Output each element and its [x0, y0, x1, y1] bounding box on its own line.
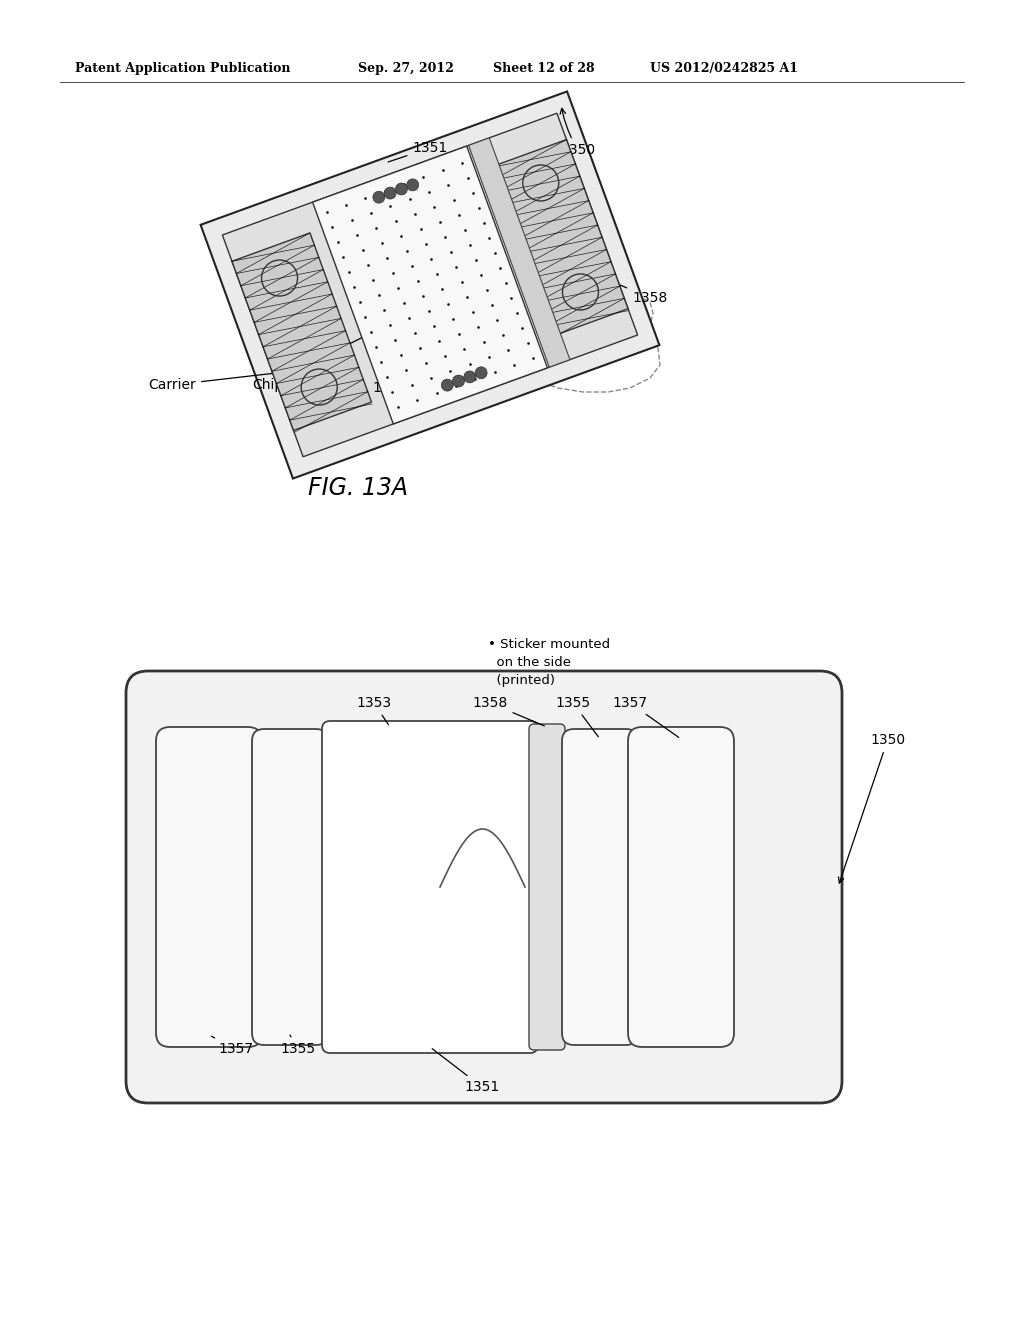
Text: • Sticker mounted
  on the side
  (printed): • Sticker mounted on the side (printed): [488, 638, 610, 686]
Text: 1353: 1353: [356, 696, 391, 725]
FancyBboxPatch shape: [562, 729, 638, 1045]
Text: 1358: 1358: [472, 696, 545, 726]
Text: 1355: 1355: [555, 696, 598, 737]
Text: 1351: 1351: [432, 1048, 500, 1094]
Text: Chip: Chip: [252, 315, 407, 392]
FancyBboxPatch shape: [156, 727, 262, 1047]
Polygon shape: [312, 147, 548, 424]
Circle shape: [384, 187, 396, 199]
Circle shape: [441, 379, 454, 391]
Polygon shape: [232, 232, 372, 430]
Polygon shape: [222, 114, 638, 457]
FancyBboxPatch shape: [126, 671, 842, 1104]
Text: US 2012/0242825 A1: US 2012/0242825 A1: [650, 62, 798, 75]
Text: 1350: 1350: [560, 108, 596, 157]
Circle shape: [475, 367, 487, 379]
Text: Carrier: Carrier: [148, 374, 273, 392]
Text: Sheet 12 of 28: Sheet 12 of 28: [493, 62, 595, 75]
Text: 1355: 1355: [281, 1035, 315, 1056]
Text: 1351: 1351: [388, 141, 447, 162]
Text: 1353: 1353: [373, 381, 442, 395]
Text: Sep. 27, 2012: Sep. 27, 2012: [358, 62, 454, 75]
FancyBboxPatch shape: [252, 729, 328, 1045]
FancyBboxPatch shape: [628, 727, 734, 1047]
Text: Patent Application Publication: Patent Application Publication: [75, 62, 291, 75]
Polygon shape: [488, 140, 628, 337]
Text: FIG. 13A: FIG. 13A: [308, 477, 408, 500]
FancyBboxPatch shape: [322, 721, 538, 1053]
Circle shape: [464, 371, 476, 383]
Circle shape: [373, 191, 385, 203]
Polygon shape: [469, 137, 570, 367]
FancyBboxPatch shape: [529, 723, 565, 1049]
Text: 1350: 1350: [839, 733, 905, 883]
Text: 1357: 1357: [212, 1036, 254, 1056]
Circle shape: [453, 375, 465, 387]
Text: 1357: 1357: [612, 696, 679, 738]
Polygon shape: [201, 91, 659, 479]
Text: 1358: 1358: [537, 248, 668, 305]
Circle shape: [395, 183, 408, 195]
Circle shape: [407, 180, 419, 191]
